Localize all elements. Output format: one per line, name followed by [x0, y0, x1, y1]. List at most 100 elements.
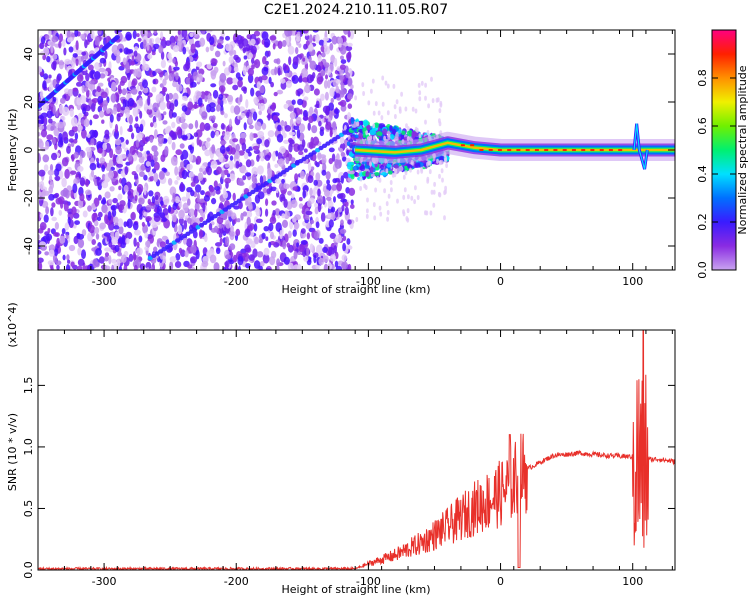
heatmap-cell: [354, 128, 358, 132]
heatmap-cell: [62, 254, 66, 261]
snr-series-line: [38, 330, 675, 570]
heatmap-cell: [181, 122, 189, 129]
heatmap-cell: [104, 50, 108, 60]
heatmap-cell: [112, 197, 118, 204]
heatmap-cell: [267, 50, 271, 57]
heatmap-cell: [132, 30, 137, 40]
heatmap-cell: [257, 130, 265, 138]
heatmap-cell: [125, 31, 132, 41]
heatmap-cell: [278, 158, 285, 168]
heatmap-cell: [269, 35, 277, 41]
heatmap-cell: [263, 247, 270, 256]
heatmap-cell: [188, 144, 193, 151]
heatmap-cell: [433, 181, 436, 187]
heatmap-cell: [243, 122, 247, 131]
heatmap-cell: [229, 155, 234, 161]
heatmap-cell: [306, 74, 314, 84]
heatmap-cell: [72, 53, 78, 58]
heatmap-cell: [339, 148, 344, 153]
heatmap-cell: [70, 261, 75, 268]
heatmap-cell: [287, 45, 295, 55]
heatmap-cell: [323, 80, 329, 89]
heatmap-cell: [307, 122, 311, 131]
heatmap-cell: [161, 217, 168, 222]
heatmap-cell: [302, 189, 307, 199]
heatmap-cell: [111, 237, 119, 245]
heatmap-cell: [54, 175, 61, 181]
heatmap-cell: [215, 149, 220, 156]
heatmap-cell: [118, 185, 122, 191]
heatmap-cell: [142, 39, 147, 50]
heatmap-cell: [89, 162, 97, 171]
heatmap-cell: [133, 264, 138, 270]
heatmap-cell: [145, 161, 151, 167]
heatmap-cell: [86, 264, 91, 270]
heatmap-cell: [153, 246, 158, 253]
heatmap-cell: [313, 254, 317, 264]
heatmap-cell: [406, 217, 410, 223]
heatmap-cell: [179, 143, 185, 149]
heatmap-cell: [46, 134, 54, 141]
heatmap-cell: [339, 136, 345, 145]
heatmap-cell: [287, 230, 292, 239]
heatmap-cell: [315, 33, 320, 44]
heatmap-cell: [219, 237, 223, 245]
heatmap-cell: [298, 197, 303, 202]
heatmap-cell: [275, 150, 279, 157]
snr-plot: [38, 330, 675, 570]
spectrogram-heatmap: [38, 30, 675, 270]
heatmap-cell: [317, 188, 321, 197]
heatmap-cell: [366, 197, 369, 203]
heatmap-cell: [301, 68, 308, 78]
heatmap-cell: [38, 132, 41, 137]
heatmap-cell: [286, 242, 291, 248]
heatmap-cell: [165, 93, 170, 102]
heatmap-cell: [426, 130, 430, 135]
heatmap-cell: [183, 63, 190, 72]
heatmap-cell: [135, 139, 140, 148]
heatmap-cell: [187, 198, 191, 206]
heatmap-cell: [43, 214, 49, 223]
heatmap-cell: [276, 58, 281, 65]
heatmap-cell: [54, 192, 60, 198]
heatmap-cell: [106, 108, 111, 114]
heatmap-cell: [216, 166, 222, 175]
heatmap-cell: [47, 169, 55, 176]
heatmap-cell: [265, 236, 269, 241]
heatmap-cell: [378, 205, 382, 211]
heatmap-cell: [439, 100, 443, 106]
snr-xlabel: Height of straight line (km): [281, 583, 430, 596]
heatmap-cell: [394, 114, 397, 119]
heatmap-cell: [340, 55, 344, 61]
heatmap-cell: [97, 30, 102, 35]
heatmap-cell: [218, 232, 223, 238]
heatmap-cell: [246, 216, 251, 226]
heatmap-cell: [230, 212, 237, 220]
heatmap-cell: [257, 95, 264, 101]
heatmap-cell: [177, 224, 183, 235]
heatmap-cell: [157, 135, 164, 145]
heatmap-cell: [329, 43, 334, 51]
heatmap-cell: [144, 136, 151, 142]
heatmap-cell: [99, 157, 106, 164]
heatmap-cell: [335, 79, 341, 84]
heatmap-cell: [102, 197, 106, 205]
heatmap-cell: [127, 73, 131, 81]
heatmap-cell: [129, 145, 136, 156]
heatmap-cell: [134, 229, 141, 236]
heatmap-cell: [106, 234, 110, 242]
heatmap-cell: [328, 102, 335, 111]
heatmap-cell: [381, 75, 385, 81]
heatmap-cell: [303, 96, 309, 101]
heatmap-cell: [288, 56, 292, 66]
heatmap-cell: [167, 136, 172, 145]
heatmap-cell: [182, 46, 187, 55]
heatmap-cell: [73, 138, 78, 144]
heatmap-cell: [189, 171, 194, 178]
heatmap-cell: [160, 154, 166, 162]
heatmap-cell: [112, 216, 119, 224]
heatmap-cell: [307, 200, 312, 208]
y-tick-label: 0: [22, 147, 35, 154]
heatmap-cell: [316, 76, 323, 85]
heatmap-cell: [160, 200, 164, 206]
